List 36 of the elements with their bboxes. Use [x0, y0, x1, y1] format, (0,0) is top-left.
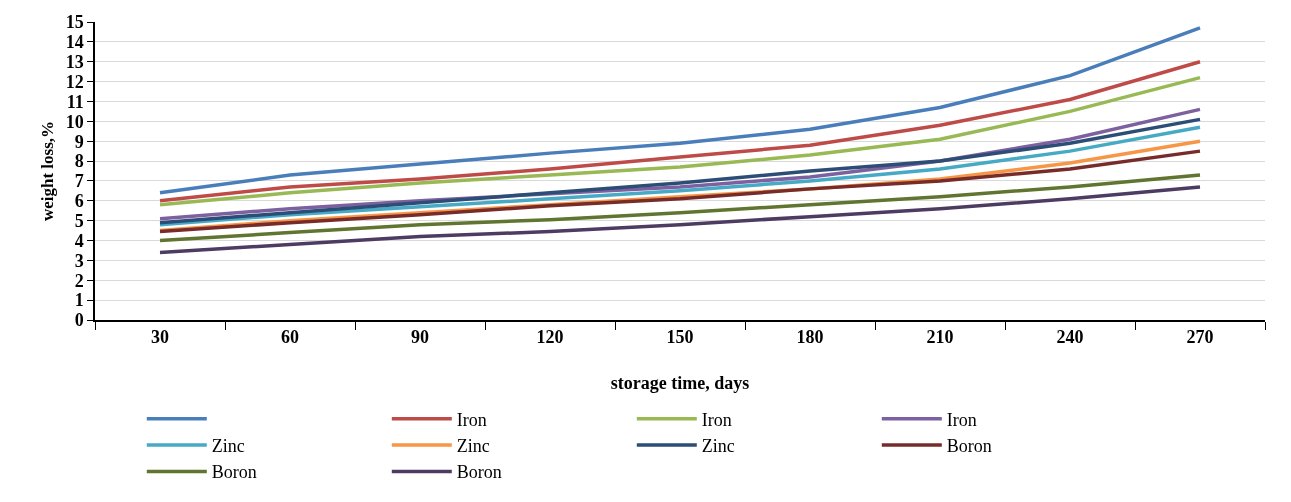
legend-label: Iron	[456, 409, 487, 430]
y-tick-label: 4	[74, 230, 84, 251]
x-axis-title: storage time, days	[610, 372, 750, 393]
legend-label: Iron	[701, 409, 732, 430]
y-tick-label: 7	[74, 171, 84, 192]
y-tick-label: 8	[74, 151, 84, 172]
y-tick-label: 10	[65, 111, 84, 132]
legend-label: Zinc	[701, 436, 735, 457]
y-tick-label: 11	[66, 91, 84, 112]
x-tick-label: 90	[411, 327, 429, 348]
legend-label: Iron	[946, 409, 977, 430]
x-tick-label: 210	[926, 327, 954, 348]
legend-label: Boron	[211, 462, 257, 483]
y-tick-label: 2	[74, 270, 84, 291]
x-tick-label: 30	[151, 327, 169, 348]
x-tick-label: 120	[536, 327, 564, 348]
legend-label: Boron	[456, 462, 502, 483]
y-tick-label: 15	[65, 12, 84, 33]
legend-label: Zinc	[211, 436, 245, 457]
y-tick-label: 5	[74, 210, 84, 231]
y-tick-label: 12	[65, 71, 84, 92]
x-tick-label: 240	[1056, 327, 1084, 348]
y-axis-title: weight loss,%	[37, 120, 57, 222]
legend-label: Boron	[946, 436, 992, 457]
x-tick-label: 60	[281, 327, 299, 348]
y-tick-label: 1	[74, 290, 84, 311]
y-tick-label: 9	[74, 131, 84, 152]
legend-label: Zinc	[456, 436, 490, 457]
y-tick-label: 14	[65, 32, 84, 53]
y-tick-label: 6	[74, 191, 84, 212]
y-tick-label: 0	[74, 310, 84, 331]
y-tick-label: 3	[74, 250, 84, 271]
x-tick-label: 180	[796, 327, 824, 348]
y-tick-label: 13	[65, 52, 84, 73]
x-tick-label: 150	[666, 327, 694, 348]
x-tick-label: 270	[1186, 327, 1214, 348]
